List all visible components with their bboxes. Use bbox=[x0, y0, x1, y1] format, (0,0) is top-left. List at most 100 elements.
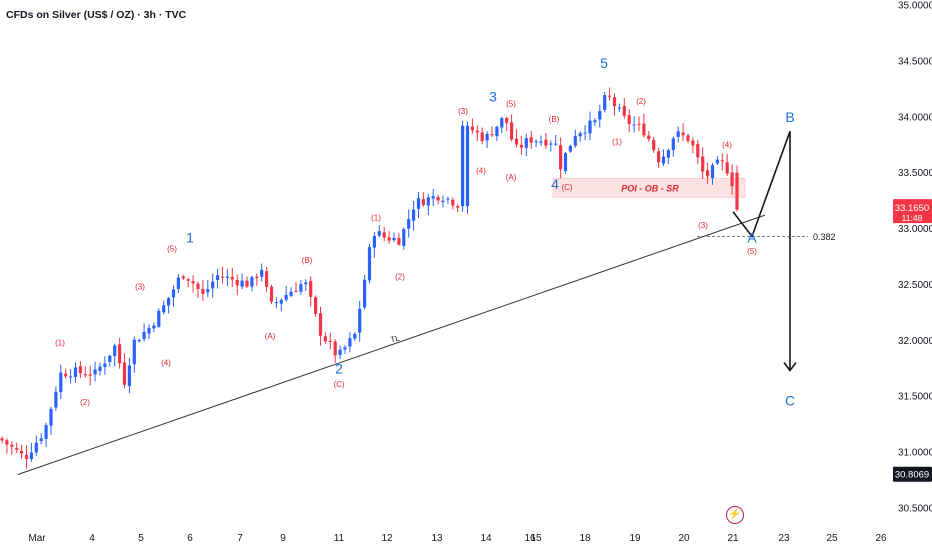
x-tick-label: 5 bbox=[138, 533, 144, 544]
wave-label-minor: (1) bbox=[55, 339, 65, 348]
projection-arrowhead bbox=[783, 362, 797, 372]
candle-body bbox=[83, 373, 87, 376]
candle-body bbox=[666, 150, 670, 158]
candle-body bbox=[559, 145, 563, 170]
candle-body bbox=[0, 438, 4, 441]
trendline bbox=[17, 214, 766, 475]
candle-body bbox=[652, 140, 656, 151]
candle-body bbox=[343, 347, 347, 350]
candle-body bbox=[637, 123, 641, 125]
candle-body bbox=[314, 297, 318, 314]
candle-body bbox=[294, 290, 298, 292]
candle-body bbox=[147, 327, 151, 334]
candle-body bbox=[495, 126, 499, 137]
y-tick-label: 34.5000 bbox=[898, 56, 932, 67]
candle-body bbox=[269, 286, 274, 302]
candle-body bbox=[348, 338, 352, 347]
candle-body bbox=[59, 372, 63, 393]
candle-body bbox=[167, 298, 171, 306]
x-tick-label: 4 bbox=[89, 533, 95, 544]
chart-title: CFDs on Silver (US$ / OZ) · 3h · TVC bbox=[6, 9, 187, 21]
candle-body bbox=[44, 425, 48, 439]
candle-body bbox=[240, 280, 244, 287]
candle-body bbox=[387, 237, 391, 241]
candle-body bbox=[255, 276, 259, 279]
candle-body bbox=[451, 199, 455, 206]
wave-label-minor: (A) bbox=[265, 332, 276, 341]
candle-body bbox=[568, 145, 572, 152]
candle-body bbox=[34, 442, 38, 453]
x-tick-label: 18 bbox=[579, 533, 591, 544]
candle-body bbox=[671, 138, 675, 151]
candle-body bbox=[54, 391, 58, 408]
x-tick-label: Mar bbox=[28, 533, 46, 544]
low-price-tag bbox=[893, 466, 932, 482]
y-tick-label: 33.0000 bbox=[898, 224, 932, 235]
wave-label-minor: (1) bbox=[612, 137, 622, 146]
wave-label-major: A bbox=[747, 229, 757, 245]
candle-body bbox=[563, 153, 568, 172]
candle-body bbox=[598, 111, 602, 120]
candle-body bbox=[544, 139, 548, 146]
candle-body bbox=[304, 282, 308, 285]
x-tick-label: 26 bbox=[875, 533, 887, 544]
candle-body bbox=[289, 291, 293, 296]
candle-body bbox=[632, 124, 636, 126]
x-tick-label: 23 bbox=[778, 533, 790, 544]
candle-body bbox=[78, 366, 82, 374]
candle-body bbox=[358, 308, 362, 333]
y-tick-label: 31.0000 bbox=[898, 448, 932, 459]
wave-label-minor: (B) bbox=[302, 256, 313, 265]
candle-body bbox=[10, 444, 14, 447]
candle-body bbox=[661, 156, 666, 164]
candle-body bbox=[211, 281, 215, 289]
candle-body bbox=[539, 141, 543, 143]
candle-body bbox=[412, 209, 416, 221]
y-tick-label: 32.5000 bbox=[898, 280, 932, 291]
candle-body bbox=[382, 232, 386, 238]
candle-body bbox=[490, 134, 494, 136]
candle-body bbox=[157, 310, 161, 327]
wave-label-minor: (5) bbox=[506, 99, 516, 108]
wave-label-minor: (3) bbox=[458, 107, 468, 116]
candle-body bbox=[181, 276, 185, 279]
candle-body bbox=[436, 197, 440, 201]
wave-label-major: 3 bbox=[489, 89, 497, 105]
candle-body bbox=[465, 125, 470, 207]
candle-body bbox=[250, 277, 254, 287]
candle-body bbox=[627, 115, 631, 125]
wave-label-major: 4 bbox=[551, 176, 559, 192]
candle-body bbox=[49, 408, 53, 426]
candle-body bbox=[696, 144, 700, 158]
candle-body bbox=[446, 198, 450, 200]
current-price-value: 33.1650 bbox=[895, 203, 929, 214]
candle-body bbox=[524, 138, 528, 148]
flash-icon[interactable]: ⚡ bbox=[726, 506, 744, 524]
x-tick-label: 12 bbox=[381, 533, 393, 544]
candle-body bbox=[191, 281, 195, 284]
wave-label-minor: (2) bbox=[395, 273, 405, 282]
y-tick-label: 32.0000 bbox=[898, 336, 932, 347]
x-tick-label: 16 bbox=[524, 533, 536, 544]
candle-body bbox=[657, 151, 661, 163]
candle-body bbox=[715, 159, 719, 164]
candle-body bbox=[216, 275, 220, 281]
candle-body bbox=[514, 138, 519, 145]
candle-body bbox=[519, 144, 523, 148]
candle-body bbox=[676, 131, 680, 137]
candle-body bbox=[98, 366, 102, 372]
candle-body bbox=[534, 141, 538, 143]
candle-body bbox=[725, 162, 729, 174]
candle-body bbox=[735, 172, 739, 210]
candle-body bbox=[461, 125, 465, 207]
candle-body bbox=[171, 289, 176, 298]
x-tick-label: 20 bbox=[678, 533, 690, 544]
wave-label-minor: (B) bbox=[549, 115, 560, 124]
candle-body bbox=[593, 120, 597, 123]
candle-body bbox=[554, 143, 558, 145]
candle-body bbox=[206, 289, 210, 293]
candle-body bbox=[500, 118, 504, 128]
candle-body bbox=[681, 132, 685, 136]
x-tick-label: 7 bbox=[237, 533, 243, 544]
